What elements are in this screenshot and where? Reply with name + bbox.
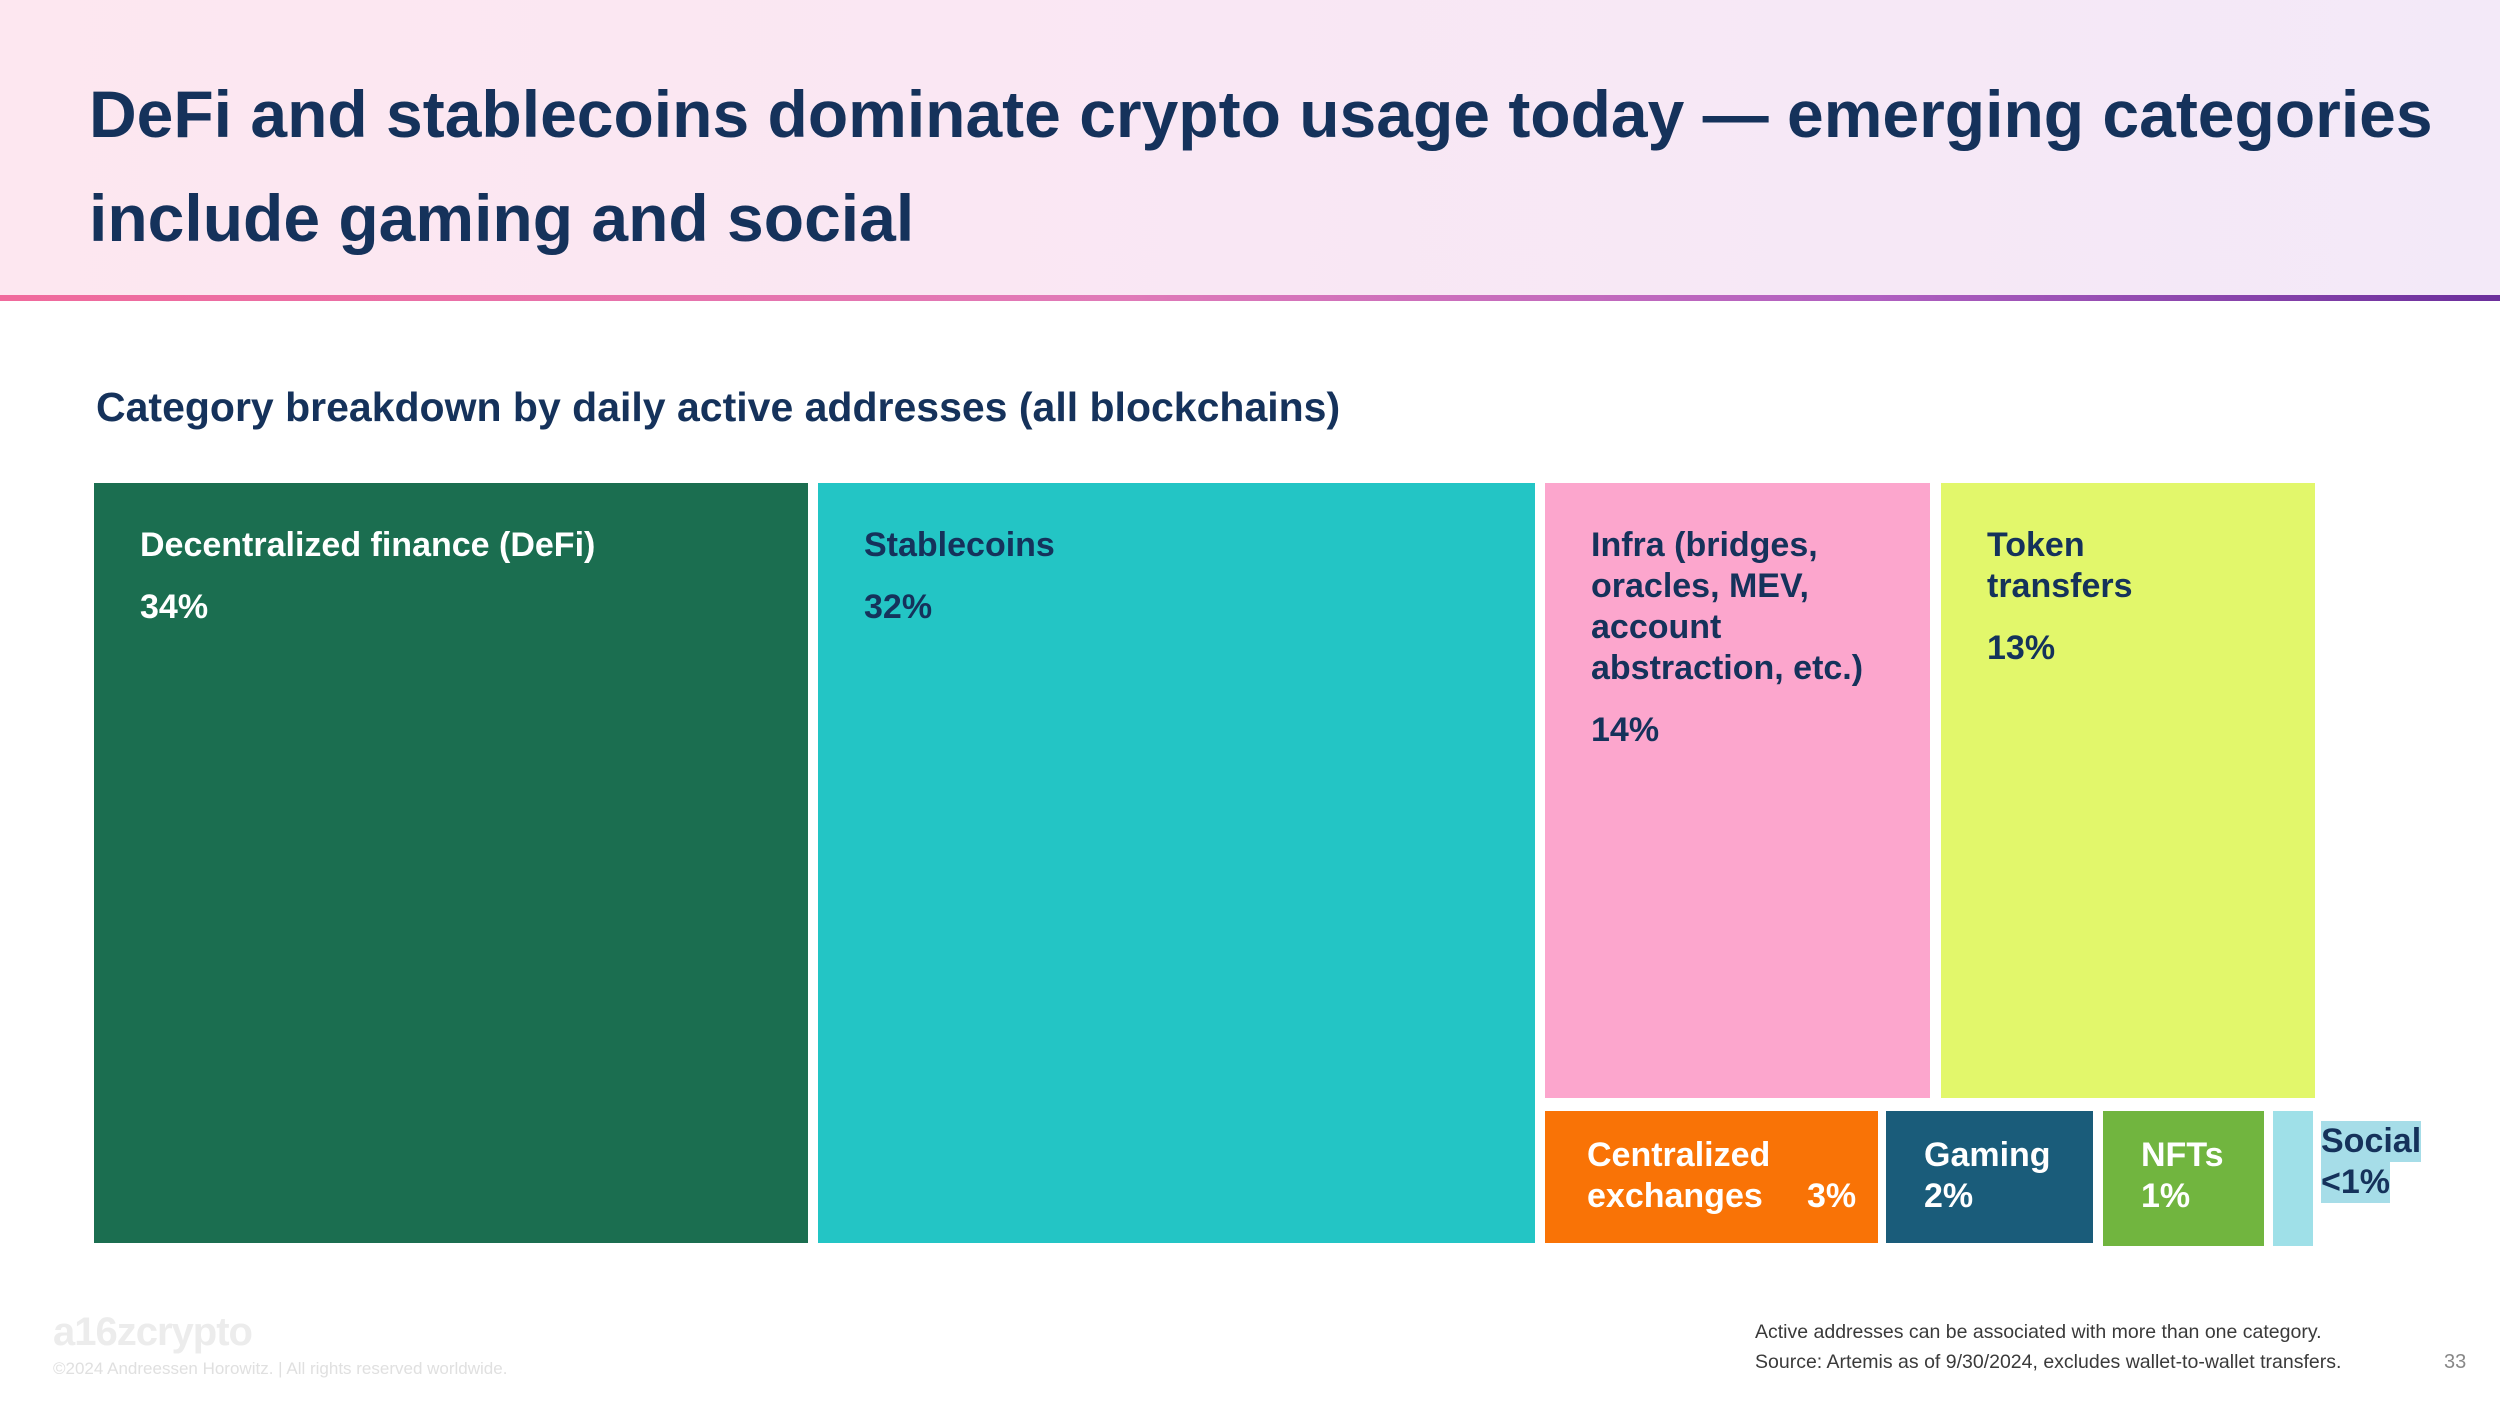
tile-value: 14%: [1591, 711, 1660, 749]
tile-nfts: NFTs 1%: [2103, 1111, 2264, 1246]
header-band: [0, 0, 2500, 298]
tile-label: Decentralized finance (DeFi): [140, 526, 596, 564]
tile-label: Social: [2321, 1121, 2422, 1162]
tile-defi: Decentralized finance (DeFi) 34%: [94, 483, 808, 1243]
tile-social: [2273, 1111, 2313, 1246]
footnote: Active addresses can be associated with …: [1755, 1321, 2322, 1343]
tile-social-label: Social <1%: [2321, 1121, 2422, 1203]
header-divider: [0, 295, 2500, 301]
tile-centralized-exchanges: Centralized exchanges 3%: [1545, 1111, 1878, 1243]
copyright: ©2024 Andreessen Horowitz. | All rights …: [53, 1359, 508, 1378]
tile-value: 3%: [1807, 1177, 1857, 1215]
tile-label: Gaming: [1924, 1136, 2051, 1174]
tile-value: 13%: [1987, 629, 2056, 667]
page-title: DeFi and stablecoins dominate crypto usa…: [89, 77, 2433, 255]
tile-label: Infra (bridges, oracles, MEV, account ab…: [1591, 526, 1864, 687]
tile-label: Token transfers: [1987, 526, 2133, 605]
tile-value: 2%: [1924, 1177, 1974, 1215]
tile-token-transfers: Token transfers 13%: [1941, 483, 2315, 1098]
tile-stablecoins: Stablecoins 32%: [818, 483, 1535, 1243]
tile-label: Stablecoins: [864, 526, 1055, 564]
tile-gaming: Gaming 2%: [1886, 1111, 2093, 1243]
tile-value: 1%: [2141, 1177, 2191, 1215]
tile-label: NFTs: [2141, 1136, 2224, 1174]
page-number: 33: [2444, 1351, 2467, 1373]
tile-label: Centralized exchanges: [1587, 1136, 1771, 1215]
source-note: Source: Artemis as of 9/30/2024, exclude…: [1755, 1351, 2342, 1373]
tile-value: 34%: [140, 588, 209, 626]
a16zcrypto-logo: a16zcrypto: [53, 1310, 253, 1354]
tile-infra: Infra (bridges, oracles, MEV, account ab…: [1545, 483, 1930, 1098]
tile-value: 32%: [864, 588, 933, 626]
chart-title: Category breakdown by daily active addre…: [96, 384, 1341, 430]
tile-value: <1%: [2321, 1162, 2390, 1203]
